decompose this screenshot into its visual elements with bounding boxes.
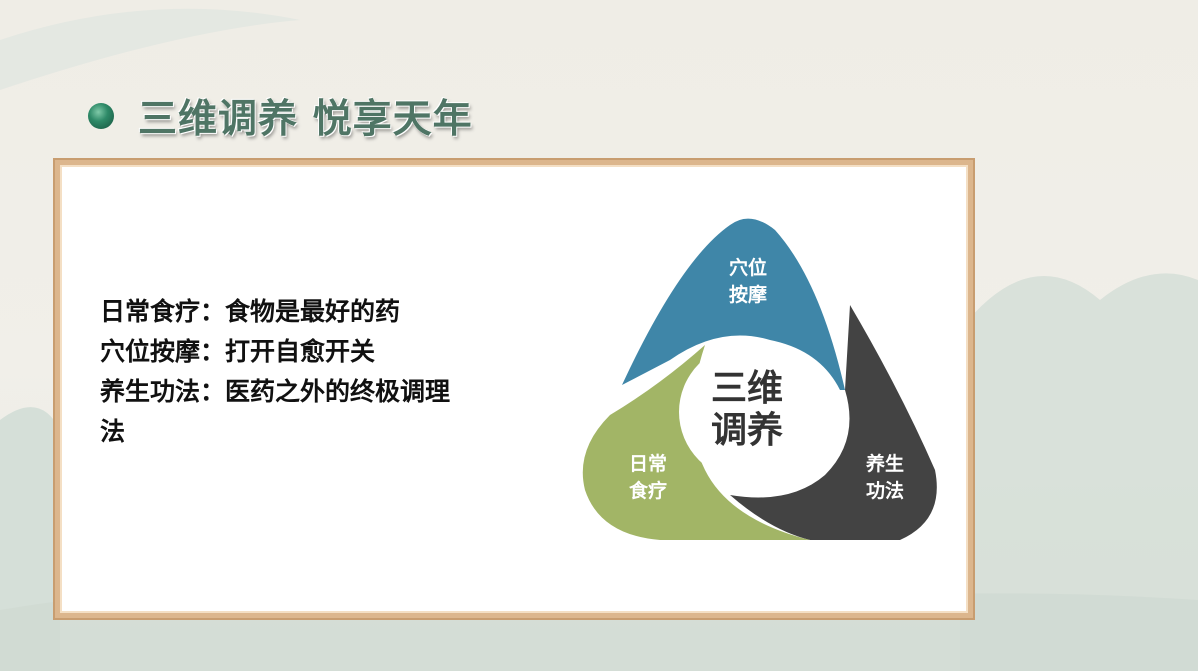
line-exercise: 养生功法：医药之外的终极调理 bbox=[100, 377, 451, 406]
label-exercise-2: 功法 bbox=[866, 479, 904, 502]
center-line-1: 三维 bbox=[711, 368, 783, 409]
label-diet-2: 食疗 bbox=[629, 479, 667, 502]
line-exercise-wrap: 法 bbox=[100, 417, 126, 446]
slide-title: 三维调养 悦享天年 bbox=[138, 97, 473, 142]
center-line-2: 调养 bbox=[711, 409, 783, 451]
content-frame bbox=[55, 160, 973, 618]
title-bullet-icon bbox=[88, 103, 114, 129]
label-diet-1: 日常 bbox=[629, 452, 667, 475]
segment-acupoint bbox=[622, 218, 845, 390]
content-text: 日常食疗：食物是最好的药 穴位按摩：打开自愈开关 养生功法：医药之外的终极调理 … bbox=[100, 292, 600, 452]
label-acupoint-1: 穴位 bbox=[729, 256, 767, 279]
segment-exercise bbox=[730, 305, 937, 540]
line-acupoint: 穴位按摩：打开自愈开关 bbox=[100, 337, 376, 366]
label-acupoint-2: 按摩 bbox=[729, 283, 767, 306]
three-dimension-diagram: 三维 调养 穴位 按摩 养生 功法 日常 食疗 bbox=[582, 218, 937, 540]
line-diet: 日常食疗：食物是最好的药 bbox=[100, 297, 401, 326]
center-circle bbox=[679, 344, 815, 480]
segment-diet bbox=[582, 345, 810, 540]
label-exercise-1: 养生 bbox=[865, 452, 904, 475]
